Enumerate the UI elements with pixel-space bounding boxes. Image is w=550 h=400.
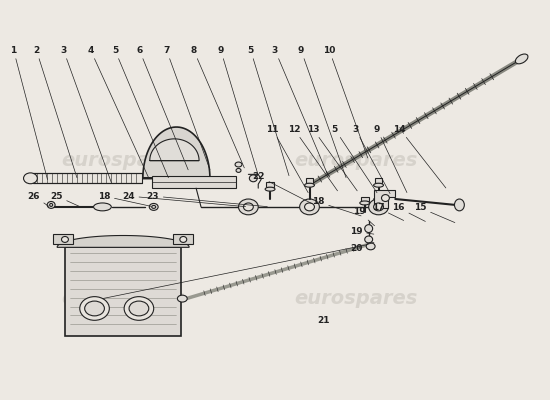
Text: 3: 3 [352, 124, 390, 194]
Bar [152, 176, 235, 188]
Text: eurospares: eurospares [62, 151, 185, 170]
Bar [266, 182, 274, 187]
Polygon shape [57, 236, 189, 247]
Text: 21: 21 [317, 316, 330, 325]
Text: 5: 5 [112, 46, 168, 178]
Text: 9: 9 [298, 46, 346, 178]
Ellipse shape [80, 297, 109, 320]
Bar [375, 178, 382, 183]
Text: 20: 20 [350, 242, 374, 253]
Text: 10: 10 [323, 46, 368, 158]
Text: 8: 8 [190, 46, 244, 168]
Ellipse shape [265, 187, 275, 191]
Ellipse shape [249, 175, 257, 182]
Text: 9: 9 [218, 46, 257, 173]
Ellipse shape [235, 162, 242, 167]
Bar [361, 197, 368, 201]
Text: 7: 7 [163, 46, 210, 170]
Polygon shape [150, 139, 199, 160]
Ellipse shape [454, 199, 464, 211]
Ellipse shape [47, 202, 55, 208]
Ellipse shape [129, 301, 149, 316]
Text: 18: 18 [98, 192, 151, 206]
Bar [65, 247, 182, 336]
Ellipse shape [85, 301, 104, 316]
Text: 3: 3 [60, 46, 111, 182]
Text: 1: 1 [10, 46, 47, 180]
Ellipse shape [94, 203, 111, 211]
Text: 18: 18 [312, 198, 361, 216]
Ellipse shape [149, 204, 158, 210]
Text: 6: 6 [136, 46, 188, 170]
Ellipse shape [368, 199, 388, 215]
Text: 19: 19 [350, 227, 374, 236]
Ellipse shape [124, 297, 153, 320]
Ellipse shape [62, 236, 68, 242]
Ellipse shape [365, 236, 372, 243]
Text: 17: 17 [372, 203, 404, 220]
Text: eurospares: eurospares [62, 289, 185, 308]
Text: eurospares: eurospares [295, 151, 418, 170]
Text: 3: 3 [272, 46, 328, 176]
Polygon shape [373, 190, 395, 208]
Ellipse shape [373, 203, 383, 211]
Text: 24: 24 [122, 192, 246, 207]
Ellipse shape [300, 199, 320, 215]
Polygon shape [173, 234, 193, 244]
Text: 23: 23 [147, 192, 267, 207]
Text: 12: 12 [288, 124, 338, 191]
Text: 19: 19 [353, 207, 375, 226]
Ellipse shape [360, 201, 370, 205]
Ellipse shape [244, 203, 254, 211]
Text: 16: 16 [392, 203, 425, 222]
Text: 2: 2 [33, 46, 77, 178]
Text: 14: 14 [393, 124, 446, 188]
Ellipse shape [515, 54, 528, 64]
Text: eurospares: eurospares [295, 289, 418, 308]
Ellipse shape [305, 183, 315, 187]
Text: 22: 22 [252, 172, 312, 204]
Text: 13: 13 [307, 124, 357, 191]
Text: 26: 26 [28, 192, 49, 206]
Ellipse shape [305, 203, 315, 211]
Ellipse shape [382, 194, 389, 202]
Polygon shape [53, 234, 73, 244]
Text: 5: 5 [248, 46, 289, 176]
Text: 15: 15 [414, 203, 455, 222]
Text: 9: 9 [374, 124, 407, 192]
Ellipse shape [50, 204, 53, 206]
Ellipse shape [365, 225, 372, 232]
Ellipse shape [24, 173, 37, 184]
Ellipse shape [366, 243, 375, 250]
Polygon shape [143, 127, 210, 178]
Ellipse shape [373, 183, 383, 187]
Text: 4: 4 [87, 46, 148, 178]
Ellipse shape [239, 199, 258, 215]
Ellipse shape [236, 168, 241, 172]
Text: 25: 25 [50, 192, 80, 207]
Ellipse shape [152, 206, 156, 208]
Polygon shape [34, 173, 142, 183]
Ellipse shape [177, 295, 187, 302]
Bar [306, 178, 313, 183]
Text: 11: 11 [266, 124, 308, 193]
Text: 5: 5 [332, 124, 377, 193]
Ellipse shape [180, 236, 187, 242]
